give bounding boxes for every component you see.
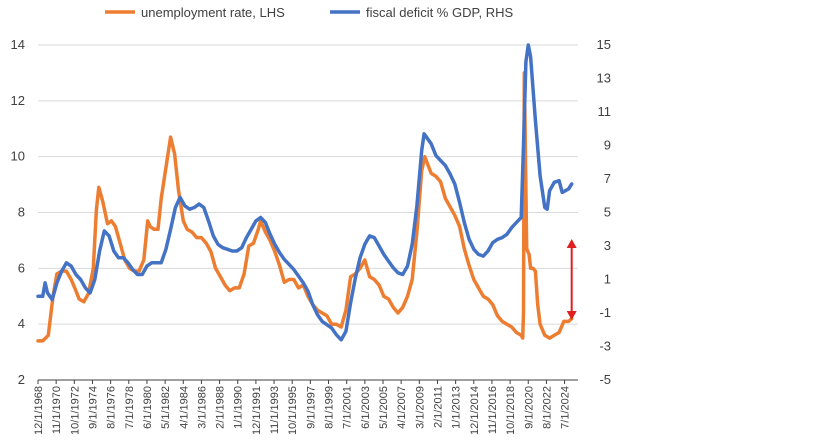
deficit-line	[36, 43, 574, 342]
right-tick-label: -1	[599, 305, 611, 320]
left-tick-label: 8	[18, 205, 25, 220]
x-tick-label: 2/1/2011	[432, 386, 444, 428]
x-tick-label: 4/1/2007	[396, 386, 408, 429]
x-tick-label: 10/1/1995	[287, 386, 299, 435]
x-tick-label: 12/1/2014	[469, 386, 481, 435]
x-tick-label: 12/1/1968	[33, 386, 45, 435]
left-tick-label: 10	[11, 149, 25, 164]
x-tick-label: 11/1/1970	[51, 386, 63, 434]
right-tick-label: 15	[597, 37, 611, 52]
gridlines	[38, 44, 578, 325]
annotation-arrow	[566, 238, 577, 321]
x-tick-label: 10/1/1972	[69, 386, 81, 435]
right-tick-label: 7	[604, 171, 611, 186]
x-tick-label: 11/1/2016	[487, 386, 499, 434]
x-tick-label: 5/1/1982	[160, 386, 172, 429]
x-tick-label: 8/1/1999	[324, 386, 336, 429]
x-tick-label: 9/1/2020	[523, 386, 535, 429]
right-tick-label: 3	[604, 238, 611, 253]
series-lines	[36, 43, 574, 343]
right-tick-label: -5	[599, 372, 611, 387]
left-tick-label: 4	[18, 316, 25, 331]
left-tick-label: 12	[11, 93, 25, 108]
right-tick-label: 1	[604, 272, 611, 287]
x-tick-label: 7/1/1978	[124, 386, 136, 429]
right-tick-label: 9	[604, 138, 611, 153]
annotation-arrow-head-up	[566, 238, 577, 248]
x-tick-label: 4/1/1984	[178, 386, 190, 429]
annotation-arrow-head-down	[566, 311, 577, 321]
right-tick-label: 5	[604, 205, 611, 220]
x-tick-label: 7/1/2001	[342, 386, 354, 429]
x-tick-label: 2/1/1988	[215, 386, 227, 429]
left-tick-label: 6	[18, 260, 25, 275]
right-tick-label: 13	[597, 71, 611, 86]
x-tick-label: 8/1/1976	[106, 386, 118, 429]
unemployment-line	[36, 71, 574, 343]
x-tick-label: 6/1/2003	[360, 386, 372, 429]
left-axis-tick-labels: 2 4 6 8 10 12 14	[11, 37, 25, 387]
legend: unemployment rate, LHS fiscal deficit % G…	[105, 5, 513, 20]
x-tick-label: 1/1/2013	[451, 386, 463, 429]
x-tick-label: 5/1/2005	[378, 386, 390, 429]
x-tick-label: 11/1/1993	[269, 386, 281, 434]
x-tick-label: 12/1/1991	[251, 386, 263, 435]
legend-label: fiscal deficit % GDP, RHS	[366, 5, 513, 20]
left-tick-label: 14	[11, 37, 25, 52]
x-tick-label: 3/1/1986	[196, 386, 208, 429]
x-tick-label: 6/1/1980	[142, 386, 154, 429]
left-tick-label: 2	[18, 372, 25, 387]
right-tick-label: 11	[598, 104, 612, 119]
x-tick-label: 9/1/1974	[87, 386, 99, 429]
x-tick-label: 9/1/1997	[305, 386, 317, 429]
right-tick-label: -3	[599, 339, 611, 354]
legend-label: unemployment rate, LHS	[141, 5, 285, 20]
x-tick-label: 3/1/2009	[414, 386, 426, 429]
x-tick-label: 10/1/2018	[505, 386, 517, 435]
x-axis: 12/1/1968 11/1/1970 10/1/1972 9/1/1974 8/1/1…	[33, 379, 578, 435]
x-tick-label: 1/1/1990	[233, 386, 245, 429]
x-tick-label: 8/1/2022	[541, 386, 553, 429]
x-tick-label: 7/1/2024	[560, 386, 572, 429]
